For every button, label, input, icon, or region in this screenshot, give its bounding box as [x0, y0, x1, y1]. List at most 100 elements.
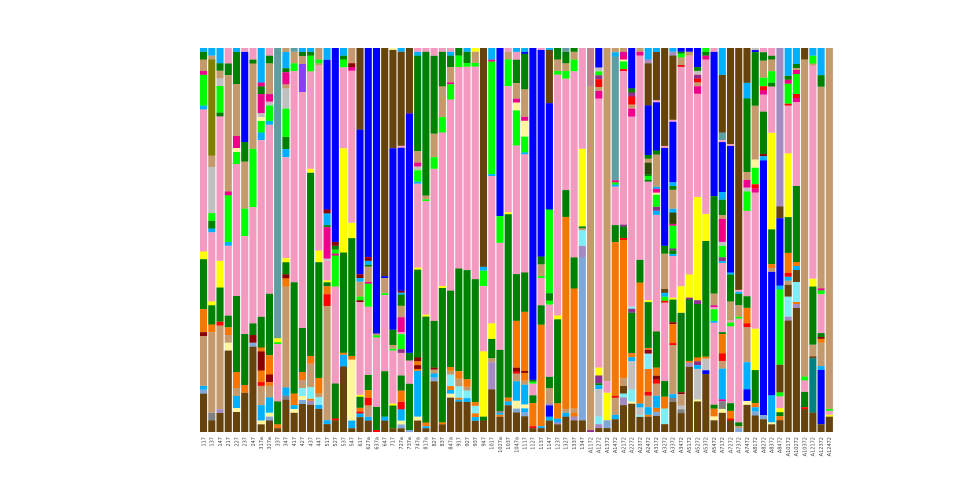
bar-segment: [224, 245, 232, 316]
bar-segment: [718, 399, 726, 402]
bar-segment: [669, 250, 677, 255]
bar-segment: [554, 48, 562, 60]
bar-segment: [455, 386, 463, 398]
bar-segment: [200, 109, 208, 252]
bar-segment: [315, 397, 323, 405]
bar-segment: [792, 94, 800, 98]
bar-segment: [455, 48, 463, 56]
x-tick-label: A3272: [662, 437, 668, 453]
bar-segment: [644, 391, 652, 396]
bar-segment: [208, 420, 216, 432]
bar-A1372: [603, 48, 611, 432]
bar-217: [224, 48, 232, 432]
bar-1237: [554, 48, 562, 432]
bar-segment: [702, 358, 710, 371]
bar-segment: [801, 391, 809, 408]
bar-segment: [200, 48, 208, 52]
x-tick-label: A8172: [753, 437, 759, 453]
bar-segment: [216, 86, 224, 113]
bar-segment: [611, 225, 619, 243]
bar-segment: [447, 84, 455, 100]
bar-segment: [743, 307, 751, 324]
bar-segment: [784, 296, 792, 317]
bar-segment: [562, 71, 570, 79]
bar-segment: [628, 389, 636, 402]
bar-827: [430, 48, 438, 432]
bar-segment: [356, 281, 364, 297]
bar-segment: [529, 428, 537, 432]
bar-segment: [595, 90, 603, 99]
bar-segment: [348, 222, 356, 239]
bar-segment: [298, 52, 306, 56]
bar-segment: [208, 220, 216, 229]
bar-segment: [817, 366, 825, 370]
x-tick-label: 337: [275, 437, 281, 447]
bar-segment: [792, 68, 800, 70]
bar-segment: [677, 312, 685, 393]
bar-segment: [315, 404, 323, 409]
bar-segment: [669, 394, 677, 398]
bar-segment: [743, 187, 751, 192]
bar-segment: [290, 393, 298, 406]
bar-segment: [348, 428, 356, 432]
bar-segment: [644, 162, 652, 175]
bar-segment: [414, 162, 422, 167]
bar-segment: [784, 320, 792, 432]
bar-segment: [471, 405, 479, 414]
bar-segment: [282, 387, 290, 396]
bar-segment: [652, 395, 660, 408]
bar-segment: [512, 412, 521, 432]
x-tick-label: 537: [341, 437, 347, 447]
bar-segment: [726, 420, 735, 432]
bar-segment: [570, 412, 578, 417]
bar-segment: [208, 228, 216, 233]
bar-segment: [710, 305, 718, 308]
bar-segment: [224, 315, 232, 328]
bar-segment: [298, 396, 306, 400]
bar-segment: [504, 86, 512, 213]
bar-segment: [669, 189, 677, 209]
bar-segment: [636, 414, 644, 417]
bar-segment: [208, 332, 216, 413]
bar-segment: [364, 416, 372, 421]
bar-segment: [652, 367, 660, 376]
bar-segment: [282, 72, 290, 85]
bar-segment: [422, 316, 430, 423]
bar-segment: [768, 71, 776, 83]
bar-segment: [397, 290, 405, 293]
bar-segment: [479, 48, 488, 267]
bar-segment: [586, 48, 595, 87]
bar-segment: [216, 48, 224, 64]
x-tick-label: 437: [308, 437, 314, 447]
bar-segment: [298, 56, 306, 64]
bar-1117: [521, 48, 529, 432]
bar-segment: [677, 392, 685, 395]
x-tick-label: 137: [210, 437, 216, 447]
bar-segment: [685, 297, 693, 300]
bar-segment: [743, 210, 751, 297]
x-tick-label: A2472: [646, 437, 652, 453]
bar-segment: [257, 420, 265, 425]
bar-segment: [545, 48, 553, 50]
bar-segment: [644, 416, 652, 432]
bar-segment: [241, 392, 249, 432]
bar-segment: [817, 342, 825, 367]
bar-segment: [537, 324, 545, 427]
bar-segment: [619, 224, 628, 227]
bar-segment: [438, 51, 446, 87]
bar-1147: [545, 48, 553, 432]
bar-segment: [397, 420, 405, 425]
bar-627a: [364, 48, 372, 432]
bar-segment: [628, 108, 636, 117]
bar-segment: [323, 209, 331, 214]
bar-segment: [298, 372, 306, 380]
bar-segment: [578, 257, 586, 421]
bar-1137: [537, 48, 545, 432]
bar-segment: [331, 255, 339, 287]
bar-segment: [249, 59, 257, 64]
bar-segment: [447, 389, 455, 394]
bar-segment: [669, 397, 677, 402]
bar-segment: [282, 68, 290, 73]
bar-segment: [364, 257, 372, 261]
bar-segment: [694, 86, 702, 94]
